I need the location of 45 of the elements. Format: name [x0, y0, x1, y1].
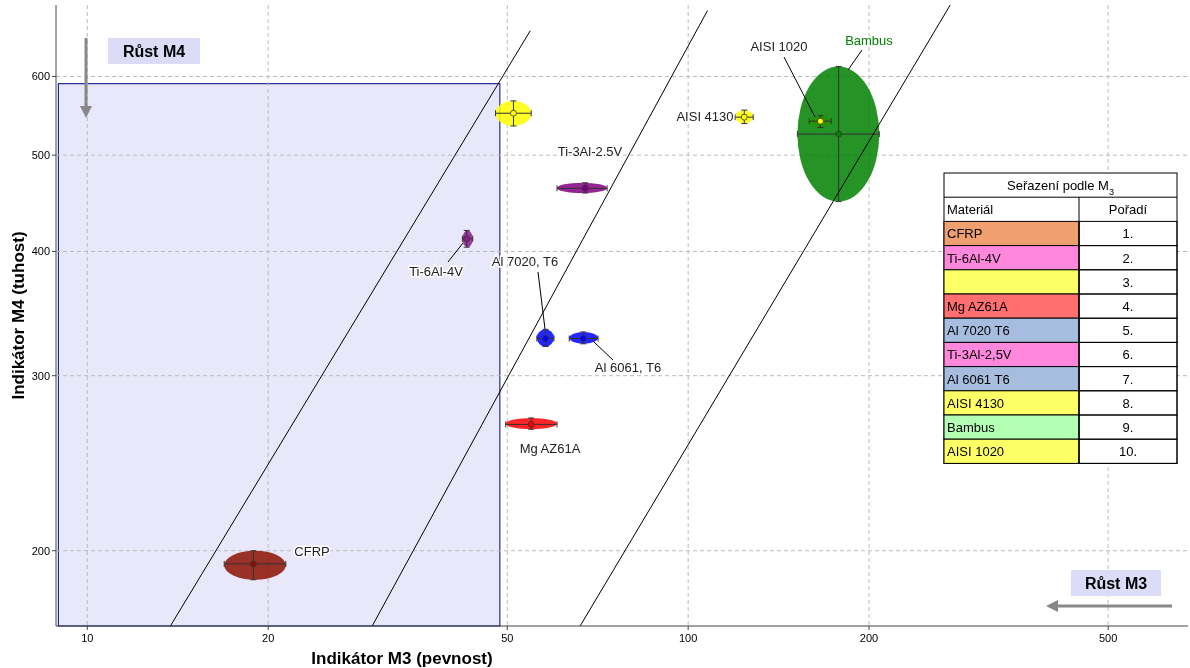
series-label: Al 6061, T6: [594, 360, 662, 375]
y-tick-label: 300: [31, 369, 50, 382]
text: Bambus: [845, 33, 894, 48]
series-label: AISI 4130: [676, 109, 734, 124]
y-axis-title: Indikátor M4 (tuhost): [9, 231, 28, 400]
legend-label: Mg AZ61A: [519, 441, 581, 456]
y-tick-label: 600: [31, 70, 50, 83]
x-tick-label: 10: [81, 632, 94, 644]
y-tick-label: 200: [31, 544, 50, 557]
y-tick-label: 500: [31, 149, 50, 162]
annotation: AISI 1020: [947, 444, 1005, 460]
x-tick-label: 20: [262, 632, 275, 644]
annotation: 4.: [1122, 299, 1134, 314]
annotation: Seřazení podle M$_{3}$: [1007, 178, 1114, 197]
annotation: Al 7020 T6: [947, 323, 1010, 339]
annotation: Růst M3: [1084, 575, 1148, 592]
annotation: 7.: [1122, 371, 1134, 387]
annotation: 2.: [1122, 250, 1134, 266]
annotation: Růst M4: [122, 43, 186, 60]
text: Ti-3Al-2.5V: [557, 144, 623, 159]
x-tick-label: 500: [1098, 632, 1118, 644]
x-tick-label: 50: [501, 632, 514, 644]
annotation: CFRP: [947, 226, 983, 242]
text: AISI 1020: [750, 39, 808, 54]
annotation: Mg AZ61A: [947, 299, 1009, 314]
annotation: 3.: [1122, 274, 1134, 290]
annotation: Materiál: [947, 202, 994, 218]
x-tick-label: 200: [859, 632, 879, 644]
y-tick-label: 400: [31, 245, 50, 258]
annotation: 9.: [1122, 420, 1134, 435]
text: CFRP: [294, 544, 330, 559]
x-axis-title: Indikátor M3 (pevnost): [311, 649, 493, 668]
x-tick-label: 100: [678, 632, 698, 644]
annotation: 1.: [1122, 226, 1134, 242]
annotation: 8.: [1122, 395, 1134, 411]
annotation: Al 6061 T6: [947, 371, 1010, 387]
series-label: Ti-6Al-4V: [409, 264, 464, 279]
annotation: Ti-3Al-2,5V: [947, 347, 1012, 363]
annotation: Bambus: [947, 420, 996, 435]
annotation: 10.: [1118, 444, 1138, 460]
annotation: 6.: [1122, 347, 1134, 363]
annotation: Pořadí: [1108, 202, 1148, 218]
annotation: 5.: [1122, 323, 1134, 339]
annotation: AISI 4130: [947, 395, 1005, 411]
annotation: Ti-6Al-4V: [947, 250, 1002, 266]
